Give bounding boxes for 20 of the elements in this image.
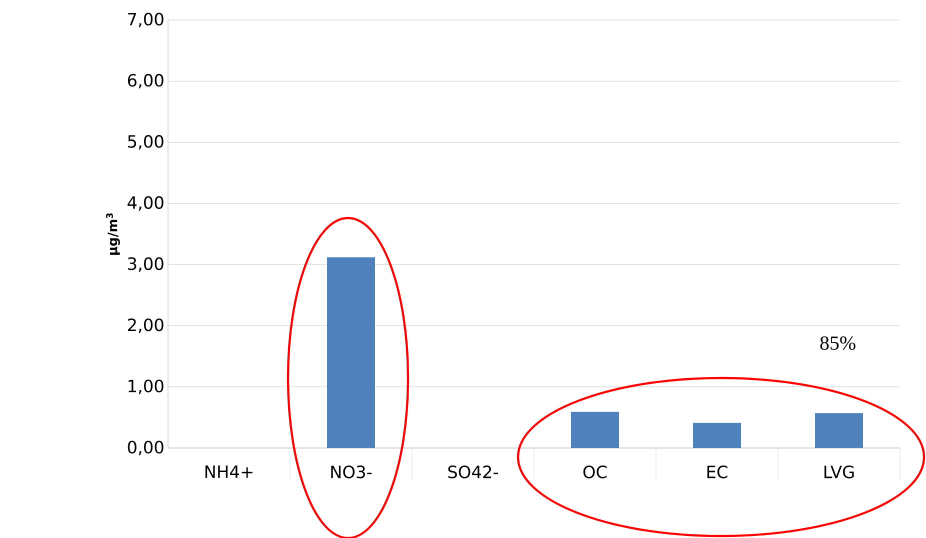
x-tick-label: OC [583, 466, 607, 478]
x-tick-label: LVG [824, 466, 854, 478]
y-tick-label: 1,00 [128, 380, 164, 394]
y-tick-label: 3,00 [128, 257, 164, 272]
x-tick-label: SO42- [448, 466, 498, 478]
bar [327, 257, 375, 448]
y-tick-label: 0,00 [128, 440, 164, 456]
bar [693, 422, 742, 448]
bar [815, 413, 864, 448]
x-tick-label: EC [707, 466, 728, 478]
y-tick-label: 4,00 [128, 196, 164, 211]
x-tick-label: NH4+ [205, 466, 252, 478]
y-tick-label: 6,00 [128, 74, 164, 88]
y-axis-title: µg/m$^{3}$ [106, 213, 120, 255]
y-tick-label: 7,00 [128, 12, 164, 28]
x-tick-label: NO3- [331, 466, 372, 478]
y-tick-label: 5,00 [128, 135, 164, 150]
bar [571, 412, 620, 448]
y-tick-label: 2,00 [128, 318, 164, 333]
annotation: 85% [820, 336, 856, 350]
